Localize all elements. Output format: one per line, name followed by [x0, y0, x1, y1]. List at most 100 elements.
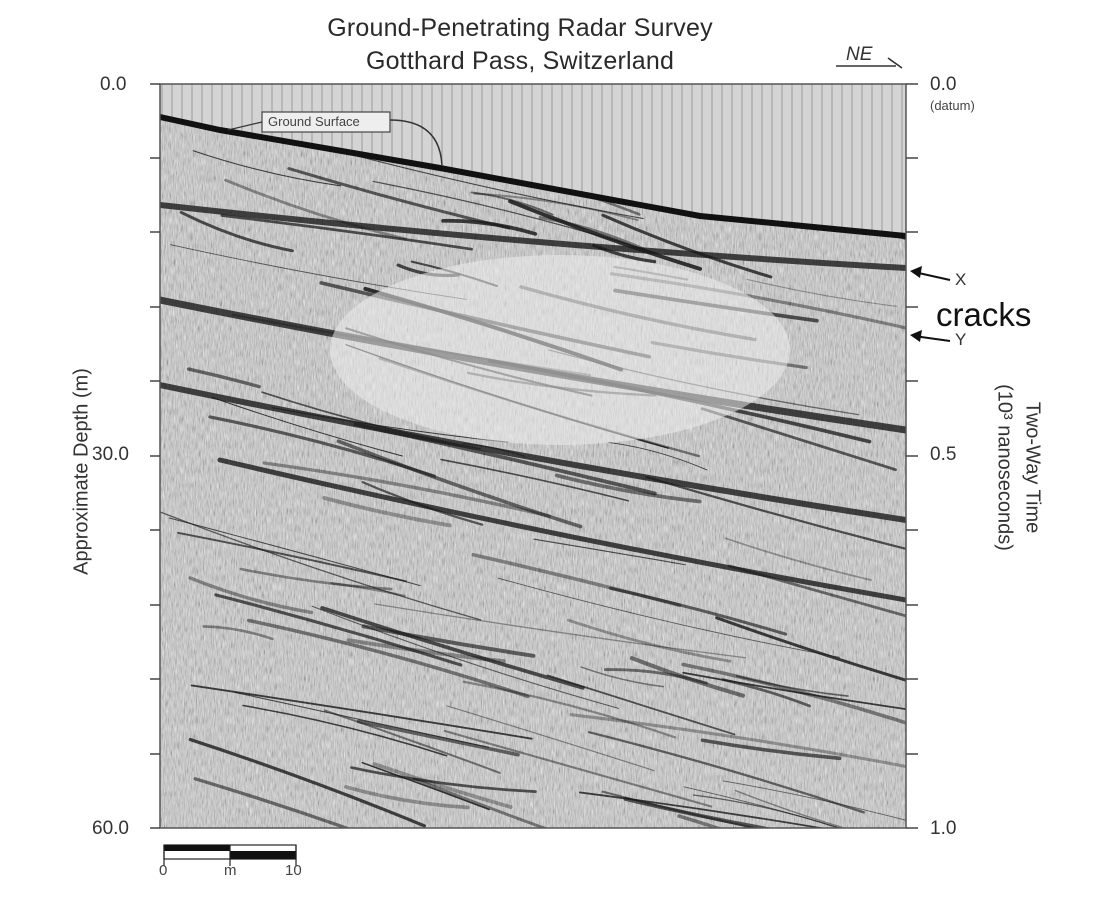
reflector-line [492, 848, 638, 895]
reflector-line [629, 656, 745, 698]
left-tick-30: 30.0 [92, 444, 129, 465]
reflector-line [645, 475, 906, 553]
reflector-line [508, 199, 703, 271]
ground-surface-line [159, 114, 907, 239]
reflector-line [186, 367, 261, 389]
reflector-line [331, 148, 644, 220]
reflector-line [179, 210, 294, 253]
reflector-line [234, 691, 490, 748]
reflector-line [322, 495, 452, 528]
reflector-line [601, 213, 773, 279]
major-reflector-line [160, 382, 906, 523]
reflector-line [214, 593, 463, 667]
reflector-line [361, 761, 490, 811]
scale-bar-end: 10 [285, 862, 302, 879]
reflector-line [320, 606, 585, 690]
reflector-line [734, 789, 906, 828]
right-datum-label: (datum) [930, 98, 975, 113]
reflector-line [224, 178, 407, 241]
reflector-line [742, 826, 819, 828]
reflector-line [193, 777, 427, 828]
reflector-line [440, 458, 630, 502]
reflector-line [446, 705, 655, 772]
reflector-line [462, 680, 677, 739]
reflector-line [356, 719, 520, 757]
reflector-line [412, 777, 728, 828]
light-zone [330, 255, 790, 445]
marker-y-label: Y [955, 330, 967, 349]
reflector-line [677, 814, 864, 828]
reflector-line [569, 713, 906, 770]
reflector-line [473, 192, 639, 222]
reflector-line [554, 473, 702, 504]
reflector-line [578, 791, 889, 828]
right-axis-label-line2: (10³ nanoseconds) [993, 384, 1016, 551]
reflector-line [608, 586, 788, 636]
reflector-line [533, 538, 686, 566]
reflector-line [220, 214, 473, 251]
reflector-line [188, 576, 314, 615]
figure-title-line2: Gotthard Pass, Switzerland [365, 47, 675, 75]
major-reflector-line [160, 202, 906, 271]
reflector-line [681, 662, 906, 728]
reflector-line [715, 616, 906, 685]
reflector-line [722, 780, 906, 824]
reflector-line [682, 671, 906, 712]
reflector-line [696, 869, 916, 900]
right-axis-label-line1: Two-Way Time [1021, 401, 1044, 534]
ground-surface-label: Ground Surface [268, 114, 360, 129]
reflector-line [192, 150, 342, 187]
reflector-line [246, 618, 530, 699]
ground-surface-leader-left [227, 121, 263, 131]
reflector-line [262, 461, 551, 518]
reflector-line [587, 731, 865, 814]
left-axis-label: Approximate Depth (m) [70, 368, 93, 575]
reflector-line [330, 582, 406, 597]
reflector-line [336, 439, 583, 529]
reflector-line [160, 507, 482, 621]
reflector-line [177, 531, 407, 583]
figure-title-line1: Ground-Penetrating Radar Survey [327, 14, 713, 42]
reflector-line [497, 577, 840, 658]
reflector-line [350, 766, 537, 793]
scale-bar-start: 0 [159, 862, 168, 879]
reflector-line [242, 704, 448, 757]
reflector-line [211, 396, 403, 457]
major-reflector-line [217, 457, 906, 603]
reflector-line [190, 684, 533, 740]
ne-direction-label: NE [846, 44, 873, 65]
right-tick-1: 1.0 [930, 818, 957, 839]
left-tick-0: 0.0 [100, 74, 127, 95]
reflector-line [700, 407, 897, 472]
reflector-line [471, 552, 682, 608]
cracks-annotation: cracks [936, 296, 1032, 333]
reflector-line [725, 537, 872, 581]
ground-surface-leader [389, 119, 443, 167]
reflector-line [287, 167, 511, 230]
marker-y-arrowhead [910, 330, 922, 342]
reflector-line [737, 854, 916, 900]
reflector-line [188, 737, 426, 828]
reflector-line [324, 709, 501, 774]
reflector-line [735, 675, 849, 697]
reflector-line [374, 603, 746, 659]
reflector-line [683, 786, 864, 828]
reflector-line [580, 666, 665, 688]
right-tick-0: 0.0 [930, 74, 957, 95]
scale-bar-unit: m [224, 862, 237, 879]
right-tick-0-5: 0.5 [930, 444, 957, 465]
scale-bar-seg1 [164, 845, 230, 851]
reflector-line [608, 441, 708, 471]
reflector-line [297, 831, 611, 900]
left-tick-60: 60.0 [92, 818, 129, 839]
reflector-line [361, 624, 536, 658]
ne-arrow-head [887, 57, 903, 69]
reflector-line [746, 278, 898, 307]
reflector-line [202, 625, 274, 641]
reflector-line [744, 866, 916, 897]
reflector-line [343, 785, 470, 810]
reflector-line [443, 729, 713, 808]
reflector-line [601, 790, 877, 828]
